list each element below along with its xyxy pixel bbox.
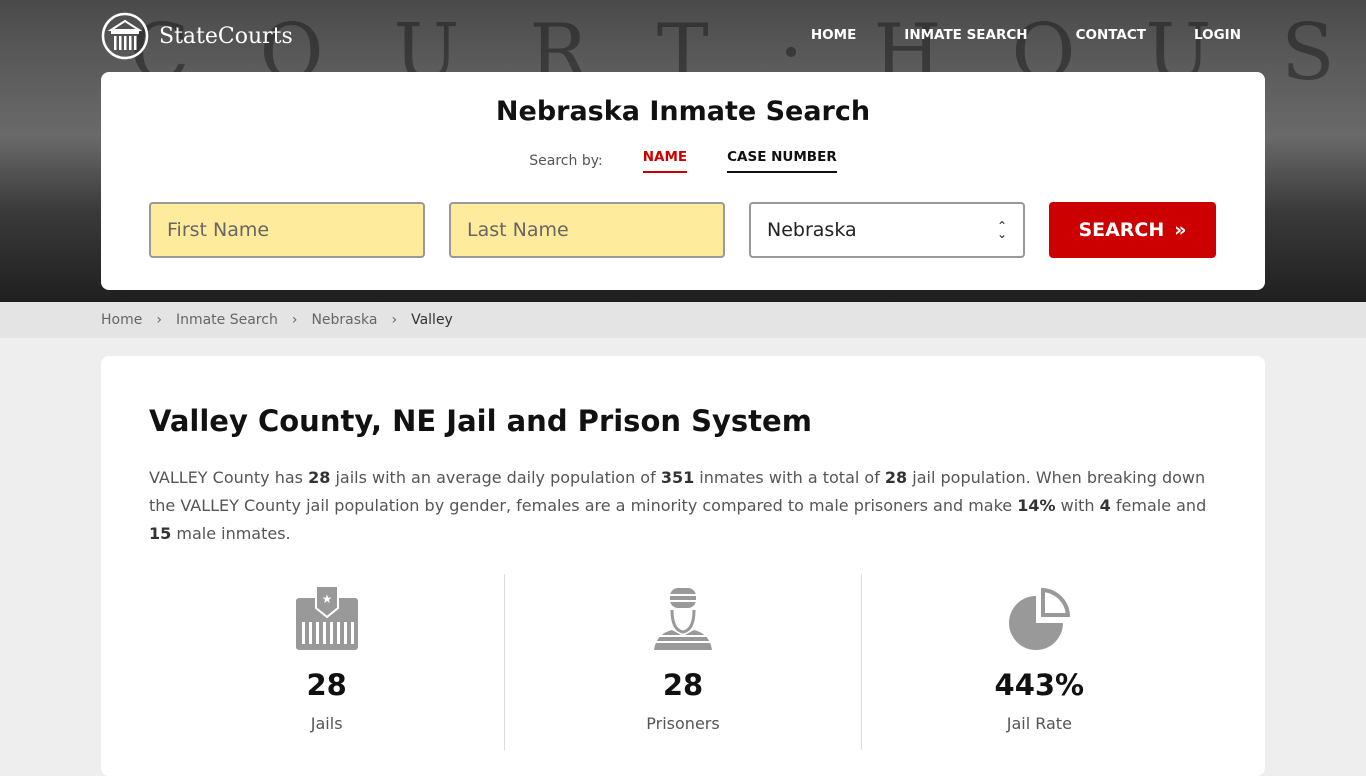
select-arrows-icon: ⌃ ⌄ [996, 219, 1007, 241]
double-chevron-right-icon: » [1174, 219, 1187, 241]
search-button-label: SEARCH [1078, 219, 1165, 241]
main-nav: HOME INMATE SEARCH CONTACT LOGIN [811, 27, 1241, 43]
svg-text:★: ★ [321, 592, 332, 606]
breadcrumb-nebraska[interactable]: Nebraska [311, 312, 378, 328]
search-card: Nebraska Inmate Search Search by: NAME C… [101, 72, 1265, 290]
search-title: Nebraska Inmate Search [495, 96, 871, 127]
content-card: Valley County, NE Jail and Prison System… [101, 356, 1265, 776]
stat-jail-rate: 443% Jail Rate [860, 574, 1217, 750]
search-button[interactable]: SEARCH » [1049, 202, 1216, 258]
nav-login[interactable]: LOGIN [1194, 27, 1241, 43]
chevron-right-icon: › [391, 312, 398, 328]
nav-contact[interactable]: CONTACT [1075, 27, 1146, 43]
stat-jails: ★ 28 Jails [149, 574, 504, 750]
stat-value: 28 [306, 668, 347, 702]
state-value: Nebraska [767, 219, 857, 241]
stat-value: 443% [994, 668, 1085, 702]
stat-prisoners: 28 Prisoners [504, 574, 860, 750]
breadcrumb-current: Valley [411, 312, 453, 328]
courthouse-logo-icon [101, 12, 149, 60]
stat-label: Jails [310, 714, 343, 733]
jail-icon: ★ [295, 585, 358, 650]
tab-case-number[interactable]: CASE NUMBER [727, 149, 837, 173]
tab-name[interactable]: NAME [642, 149, 688, 173]
nav-inmate-search[interactable]: INMATE SEARCH [904, 27, 1028, 43]
stat-label: Jail Rate [1006, 714, 1072, 733]
description: VALLEY County has 28 jails with an avera… [149, 468, 1207, 543]
search-by-label: Search by: [529, 153, 603, 169]
stat-label: Prisoners [646, 714, 720, 733]
brand-name: StateCourts [159, 23, 293, 49]
stat-value: 28 [662, 668, 704, 702]
prisoner-icon [653, 588, 712, 650]
last-name-input[interactable]: Last Name [449, 202, 725, 258]
breadcrumb-home[interactable]: Home [101, 312, 143, 328]
first-name-input[interactable]: First Name [149, 202, 425, 258]
breadcrumb: Home › Inmate Search › Nebraska › Valley [0, 302, 1366, 338]
page-title: Valley County, NE Jail and Prison System [149, 404, 812, 438]
nav-home[interactable]: HOME [810, 27, 857, 43]
pie-chart-icon [1009, 587, 1071, 650]
chevron-right-icon: › [291, 312, 298, 328]
chevron-right-icon: › [156, 312, 162, 328]
logo[interactable]: StateCourts [101, 12, 293, 60]
breadcrumb-inmate-search[interactable]: Inmate Search [175, 312, 278, 328]
state-select[interactable]: Nebraska ⌃ ⌄ [749, 202, 1025, 258]
